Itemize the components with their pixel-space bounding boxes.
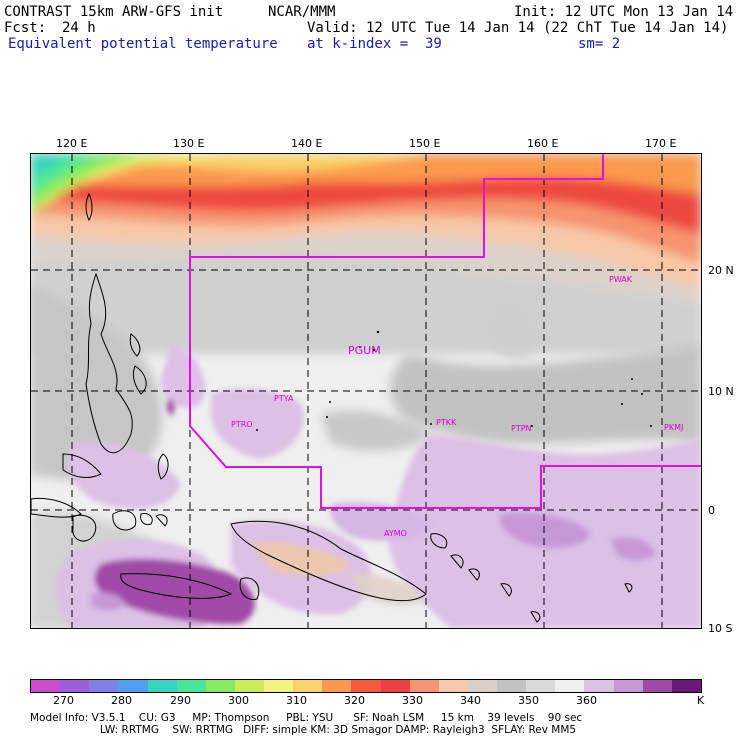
legend-tick: 310 bbox=[286, 694, 307, 707]
legend-tick: 340 bbox=[460, 694, 481, 707]
station-label: PTPN bbox=[511, 424, 532, 433]
station-label: PTRO bbox=[231, 420, 253, 429]
warm-bands bbox=[31, 154, 701, 354]
legend-swatch bbox=[118, 680, 148, 692]
warm-speckles bbox=[251, 542, 426, 606]
station-label: PKMJ bbox=[664, 423, 683, 432]
model-title: CONTRAST 15km ARW-GFS init bbox=[4, 4, 224, 20]
legend-swatch bbox=[409, 680, 439, 692]
lon-label: 160 E bbox=[527, 137, 559, 150]
coastlines bbox=[31, 192, 633, 623]
legend-swatch bbox=[467, 680, 497, 692]
legend-tick: 350 bbox=[518, 694, 539, 707]
lon-label: 170 E bbox=[645, 137, 677, 150]
station-label: PWAK bbox=[609, 275, 633, 284]
map-panel: PGUM PTYA PTRO PTKK PTPN PKMJ PWAK AYMO bbox=[30, 153, 702, 629]
forecast-hour: 24 h bbox=[62, 20, 96, 36]
field-name: Equivalent potential temperature bbox=[8, 36, 278, 52]
legend-swatch bbox=[60, 680, 90, 692]
legend-swatch bbox=[671, 680, 701, 692]
island-dots bbox=[256, 330, 652, 431]
station-label: PTYA bbox=[274, 394, 294, 403]
legend-tick: 330 bbox=[402, 694, 423, 707]
legend-swatch bbox=[234, 680, 264, 692]
legend-tick: 300 bbox=[228, 694, 249, 707]
station-label: PTKK bbox=[436, 418, 457, 427]
legend-tick: 270 bbox=[53, 694, 74, 707]
legend-swatch bbox=[205, 680, 235, 692]
station-label: PGUM bbox=[348, 344, 381, 357]
station-label: AYMO bbox=[384, 529, 407, 538]
legend-swatch bbox=[264, 680, 294, 692]
model-info-line2: LW: RRTMG SW: RRTMG DIFF: simple KM: 3D … bbox=[100, 724, 577, 736]
legend-swatch bbox=[351, 680, 381, 692]
org-label: NCAR/MMM bbox=[268, 4, 336, 20]
lon-label: 130 E bbox=[173, 137, 205, 150]
lat-label: 10 S bbox=[708, 622, 733, 635]
lat-label: 0 bbox=[708, 504, 715, 517]
legend-tick: 290 bbox=[170, 694, 191, 707]
forecast-label: Fcst: bbox=[4, 20, 47, 36]
legend-swatch bbox=[293, 680, 323, 692]
grid-lines bbox=[31, 154, 701, 628]
legend-swatch bbox=[584, 680, 614, 692]
lat-label: 10 N bbox=[708, 385, 734, 398]
legend-swatch bbox=[380, 680, 410, 692]
legend-swatch bbox=[497, 680, 527, 692]
legend-tick: 360 bbox=[576, 694, 597, 707]
lat-label: 20 N bbox=[708, 264, 734, 277]
legend-tick: 280 bbox=[111, 694, 132, 707]
level-label: at k-index = 39 bbox=[307, 36, 442, 52]
legend-swatch bbox=[438, 680, 468, 692]
lon-label: 150 E bbox=[409, 137, 441, 150]
init-time: Init: 12 UTC Mon 13 Jan 14 bbox=[514, 4, 734, 20]
legend-swatch bbox=[147, 680, 177, 692]
legend-swatch bbox=[89, 680, 119, 692]
valid-time: Valid: 12 UTC Tue 14 Jan 14 (22 ChT Tue … bbox=[307, 20, 729, 36]
model-info-line1: Model Info: V3.5.1 CU: G3 MP: Thompson P… bbox=[30, 712, 583, 724]
theta-e-field: PGUM PTYA PTRO PTKK PTPN PKMJ PWAK AYMO bbox=[31, 154, 701, 628]
legend-swatch bbox=[613, 680, 643, 692]
color-legend bbox=[30, 679, 702, 693]
station-labels: PGUM PTYA PTRO PTKK PTPN PKMJ PWAK AYMO bbox=[231, 275, 683, 538]
legend-swatch bbox=[642, 680, 672, 692]
nest-domain-boundary bbox=[189, 154, 701, 509]
legend-swatch bbox=[176, 680, 206, 692]
lon-label: 140 E bbox=[291, 137, 323, 150]
legend-tick: 320 bbox=[344, 694, 365, 707]
lon-label: 120 E bbox=[56, 137, 88, 150]
legend-unit: K bbox=[697, 694, 705, 707]
smoothing-label: sm= 2 bbox=[578, 36, 621, 52]
legend-swatch bbox=[555, 680, 585, 692]
legend-swatch bbox=[322, 680, 352, 692]
legend-swatch bbox=[31, 680, 61, 692]
legend-swatch bbox=[526, 680, 556, 692]
